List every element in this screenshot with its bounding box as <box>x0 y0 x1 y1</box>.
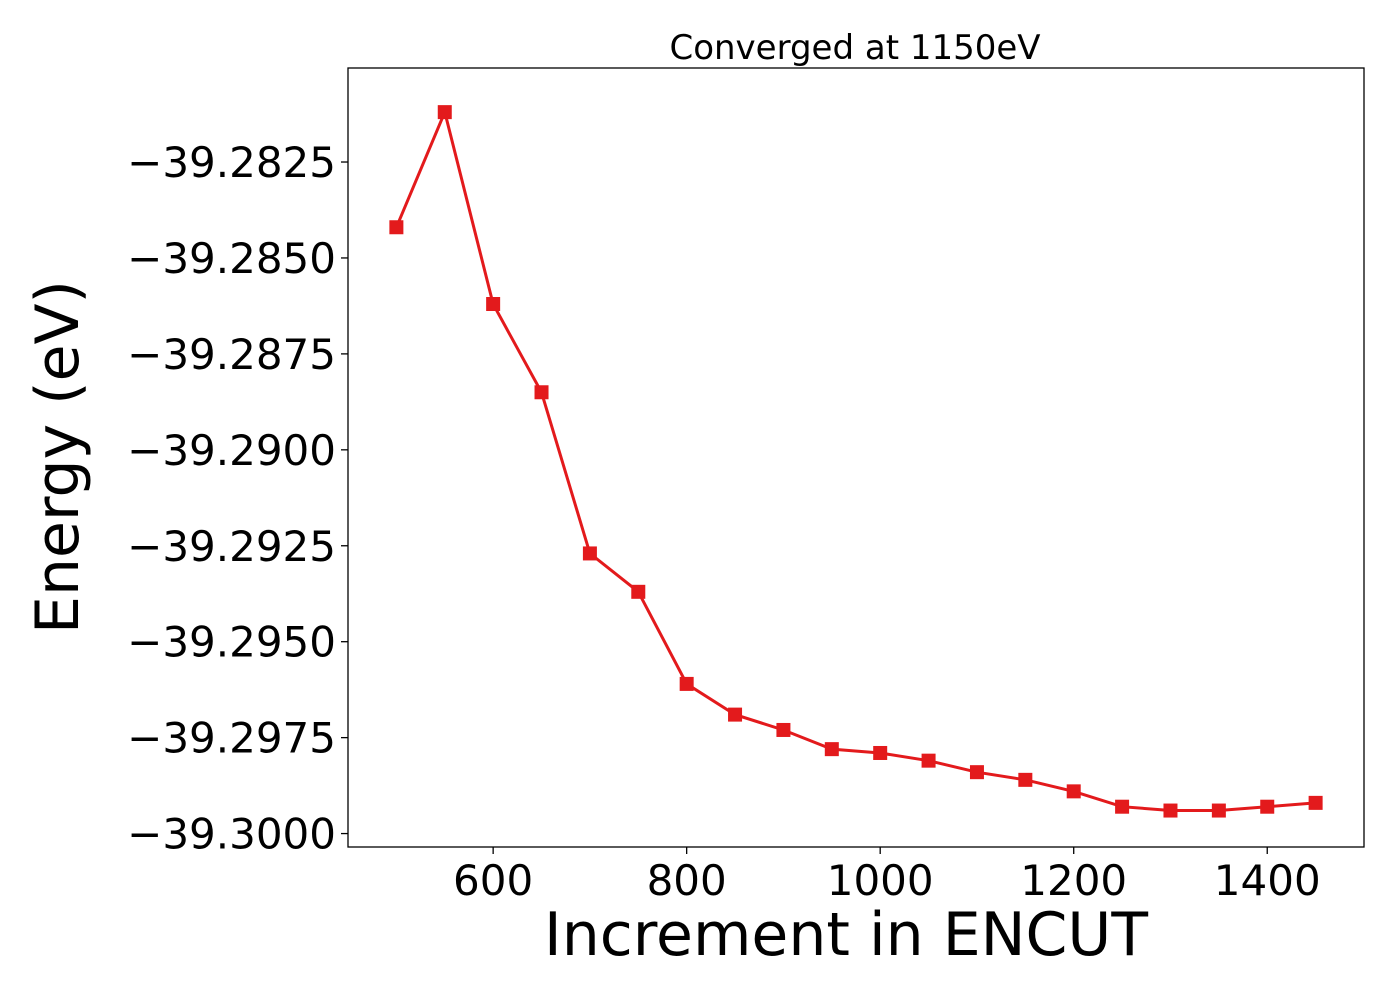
series-layer <box>389 105 1323 818</box>
data-point <box>728 707 743 722</box>
y-tick-label: −39.3000 <box>127 810 336 859</box>
data-point <box>921 753 936 768</box>
data-point <box>873 745 888 760</box>
data-point <box>1018 772 1033 787</box>
plot-frame <box>347 67 1365 848</box>
data-point <box>631 584 646 599</box>
data-point <box>437 105 452 120</box>
x-tick-label: 800 <box>647 856 727 905</box>
data-point <box>1308 795 1323 810</box>
x-tick-label: 1200 <box>1020 856 1127 905</box>
data-point <box>776 722 791 737</box>
data-point <box>1260 799 1275 814</box>
data-point <box>824 742 839 757</box>
x-tick-label: 600 <box>453 856 533 905</box>
data-point <box>969 765 984 780</box>
data-point <box>1211 803 1226 818</box>
chart-title: Converged at 1150eV <box>669 28 1040 68</box>
series-line <box>395 107 1316 812</box>
x-axis-title: Increment in ENCUT <box>544 900 1148 970</box>
data-point <box>389 220 404 235</box>
x-axis: 600 800 1000 1200 1400 <box>453 847 1321 905</box>
y-tick-label: −39.2850 <box>127 234 336 283</box>
y-tick-label: −39.2975 <box>127 714 336 763</box>
y-tick-label: −39.2875 <box>127 330 336 379</box>
y-axis-title: Energy (eV) <box>23 280 93 634</box>
data-point <box>486 297 501 312</box>
y-tick-label: −39.2925 <box>127 522 336 571</box>
data-point <box>1066 784 1081 799</box>
data-point <box>1115 799 1130 814</box>
x-tick-label: 1400 <box>1214 856 1321 905</box>
y-tick-label: −39.2950 <box>127 618 336 667</box>
y-tick-label: −39.2825 <box>127 138 336 187</box>
y-tick-label: −39.2900 <box>127 426 336 475</box>
y-axis: −39.2825 −39.2850 −39.2875 −39.2900 −39.2925… <box>127 138 348 859</box>
x-tick-label: 1000 <box>827 856 934 905</box>
data-point <box>534 385 549 400</box>
data-point <box>1163 803 1178 818</box>
data-point <box>679 676 694 691</box>
data-point <box>582 546 597 561</box>
